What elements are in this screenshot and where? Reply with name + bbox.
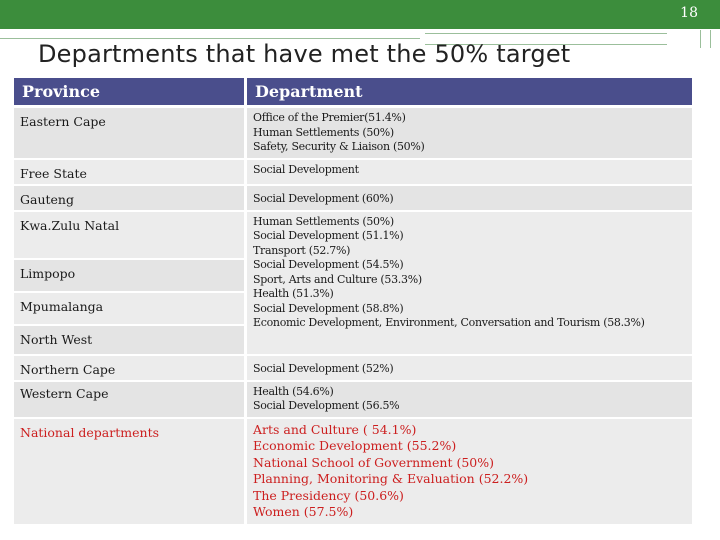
decor-line [700,30,701,48]
department-cell-merged: Human Settlements (50%) Social Developme… [247,211,695,356]
departments-table: Province Department Eastern Cape Office … [14,78,695,526]
province-cell: Free State [14,159,247,186]
table-row-national: National departments Arts and Culture ( … [14,418,695,526]
decor-line [0,38,420,39]
department-cell: Health (54.6%) Social Development (56.5% [247,381,695,419]
table-row: Western Cape Health (54.6%) Social Devel… [14,381,695,419]
province-cell: North West [14,325,247,356]
decor-line [425,33,667,34]
department-entry: Social Development (58.8%) [253,301,404,315]
department-entry: Social Development (52%) [253,361,394,375]
table-row: Kwa.Zulu Natal Human Settlements (50%) S… [14,211,695,356]
province-cell: Mpumalanga [14,292,247,326]
department-entry: Women (57.5%) [253,504,354,519]
department-entry: Health (51.3%) [253,287,334,300]
table-row: Eastern Cape Office of the Premier(51.4%… [14,108,695,160]
department-entry: Health (54.6%) [253,384,334,398]
table-row: Northern Cape Social Development (52%) [14,355,695,382]
department-entry: Social Development (60%) [253,191,394,205]
department-entry: Transport (52.7%) [253,243,351,257]
department-entry: Social Development (54.5%) [253,258,404,271]
department-entry: Social Development (56.5% [253,399,400,412]
departments-table-container: Province Department Eastern Cape Office … [14,78,695,526]
top-banner-right [700,0,720,29]
department-entry: Sport, Arts and Culture (53.3%) [253,272,422,286]
department-cell: Social Development (60%) [247,185,695,212]
province-cell: Northern Cape [14,355,247,382]
department-cell: Office of the Premier(51.4%) Human Settl… [247,108,695,160]
department-entry: Social Development [253,162,359,176]
department-entry: Social Development (51.1%) [253,229,404,242]
header-department: Department [247,78,695,108]
department-entry: Economic Development (55.2%) [253,438,457,453]
province-cell: Kwa.Zulu Natal [14,211,247,260]
table-row: North West [14,325,695,356]
department-entry: National School of Government (50%) [253,454,495,470]
table-header-row: Province Department [14,78,695,108]
table-row: Limpopo [14,259,695,293]
page-title: Departments that have met the 50% target [38,40,571,68]
province-cell: Western Cape [14,381,247,419]
department-entry: Planning, Monitoring & Evaluation (52.2%… [253,471,529,486]
table-row: Free State Social Development [14,159,695,186]
decor-line [710,30,711,48]
department-cell: Social Development [247,159,695,186]
table-row: Gauteng Social Development (60%) [14,185,695,212]
table-row: Mpumalanga [14,292,695,326]
top-banner [0,0,700,29]
province-cell: National departments [14,418,247,526]
department-cell: Social Development (52%) [247,355,695,382]
department-entry: Human Settlements (50%) [253,214,394,228]
decor-line [425,44,667,45]
page-number: 18 [680,5,698,21]
department-entry: Human Settlements (50%) [253,125,394,139]
department-cell: Arts and Culture ( 54.1%) Economic Devel… [247,418,695,526]
department-entry: Economic Development, Environment, Conve… [253,316,645,329]
department-entry: Safety, Security & Liaison (50%) [253,140,425,153]
province-cell: Gauteng [14,185,247,212]
department-entry: The Presidency (50.6%) [253,487,404,503]
province-cell: Eastern Cape [14,108,247,160]
province-cell: Limpopo [14,259,247,293]
department-entry: Office of the Premier(51.4%) [253,111,406,124]
department-entry: Arts and Culture ( 54.1%) [253,421,417,437]
header-province: Province [14,78,247,108]
